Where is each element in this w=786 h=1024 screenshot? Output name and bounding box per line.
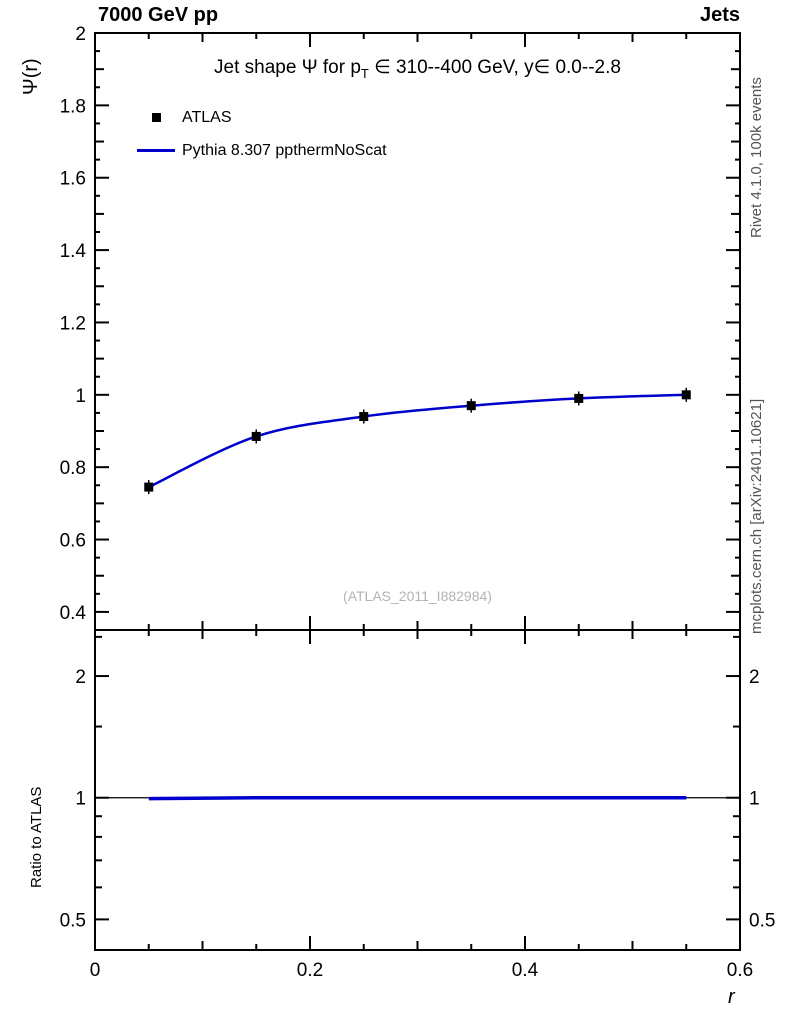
x-tick-label: 0.2	[297, 960, 323, 981]
data-point-marker	[574, 393, 584, 403]
x-tick-label: 0.6	[727, 960, 753, 981]
legend-icon-cell	[130, 149, 182, 152]
plot-title-post: ∈ 310--400 GeV, y∈ 0.0--2.8	[368, 57, 621, 78]
y-tick-label-main: 0.6	[60, 531, 86, 552]
plot-title-sub: T	[360, 65, 369, 81]
y-tick-label-main: 1.4	[60, 241, 87, 262]
pythia-line-icon	[137, 149, 175, 152]
y-tick-label-main: 1.2	[60, 313, 86, 334]
data-point-marker	[251, 431, 261, 441]
y-tick-label-main: 0.8	[60, 458, 86, 479]
y-tick-label-ratio: 1	[75, 789, 86, 810]
y-tick-label-main: 1.6	[60, 169, 86, 190]
x-tick-label: 0.4	[512, 960, 539, 981]
y-tick-label-ratio: 0.5	[60, 910, 86, 931]
legend-item-atlas: ATLAS	[130, 101, 387, 134]
legend: ATLAS Pythia 8.307 ppthermNoScat	[130, 101, 387, 167]
data-point-marker	[359, 412, 369, 422]
ratio-line	[148, 795, 687, 801]
legend-item-pythia: Pythia 8.307 ppthermNoScat	[130, 134, 387, 167]
y-tick-label-main: 0.4	[60, 603, 87, 624]
x-tick-label: 0	[90, 960, 101, 981]
y-tick-label-ratio: 2	[75, 667, 86, 688]
data-point-marker	[681, 390, 691, 400]
ratio-panel-frame	[94, 629, 741, 951]
y-tick-label-main: 1	[75, 386, 86, 407]
legend-label-pythia: Pythia 8.307 ppthermNoScat	[182, 141, 387, 159]
beam-label: 7000 GeV pp	[98, 4, 219, 26]
legend-label-atlas: ATLAS	[182, 108, 232, 126]
y-tick-label-main: 2	[75, 24, 86, 45]
data-point-marker	[144, 482, 154, 492]
y-tick-label-main: 1.8	[60, 96, 86, 117]
atlas-marker-icon	[151, 113, 161, 122]
analysis-id-watermark: (ATLAS_2011_I882984)	[343, 588, 492, 604]
mc-prediction-curve	[148, 393, 687, 489]
y-tick-label-ratio-right: 0.5	[749, 910, 775, 931]
plot-title-pre: Jet shape Ψ for p	[214, 57, 361, 78]
legend-icon-cell	[130, 113, 182, 122]
y-tick-label-ratio-right: 2	[749, 667, 760, 688]
analysis-group-label: Jets	[699, 4, 740, 26]
data-point-marker	[466, 401, 476, 411]
x-axis-title: r	[728, 986, 735, 1008]
plot-title: Jet shape Ψ for pT ∈ 310--400 GeV, y∈ 0.…	[95, 56, 740, 81]
y-tick-label-ratio-right: 1	[749, 789, 760, 810]
